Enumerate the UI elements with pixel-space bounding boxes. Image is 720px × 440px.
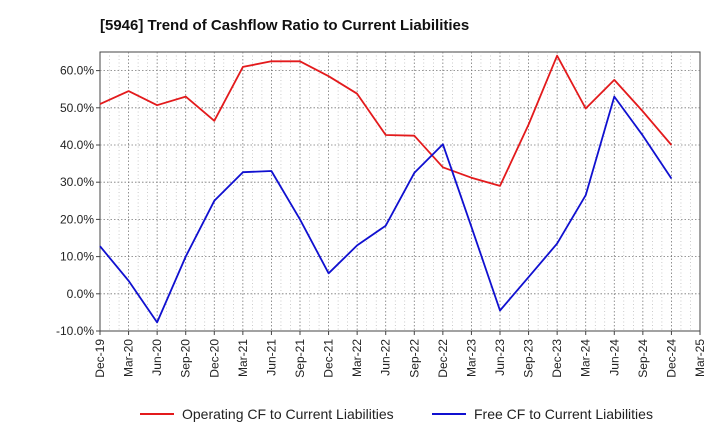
- legend-label: Operating CF to Current Liabilities: [182, 406, 394, 422]
- x-tick-label: Sep-22: [407, 339, 421, 378]
- x-tick-label: Dec-24: [664, 339, 678, 378]
- y-tick-label: -10.0%: [56, 324, 94, 338]
- x-tick-label: Dec-19: [93, 339, 107, 378]
- x-tick-label: Sep-24: [636, 339, 650, 378]
- legend-label: Free CF to Current Liabilities: [474, 406, 653, 422]
- y-tick-label: 10.0%: [60, 250, 94, 264]
- plot-area: [99, 51, 701, 332]
- y-tick-label: 60.0%: [60, 64, 94, 78]
- x-tick-label: Mar-24: [579, 339, 593, 377]
- x-tick-label: Mar-21: [236, 339, 250, 377]
- series-lines: [99, 54, 673, 324]
- x-tick-label: Dec-22: [436, 339, 450, 378]
- x-tick-label: Jun-21: [264, 339, 278, 376]
- x-tick-label: Sep-23: [522, 339, 536, 378]
- y-axis-ticks: -10.0% 0.0% 10.0% 20.0% 30.0% 40.0% 50.0% 60.0%: [56, 64, 100, 338]
- grid-lines: [100, 52, 700, 331]
- x-tick-label: Jun-24: [607, 339, 621, 376]
- x-axis-ticks: Dec-19 Mar-20 Jun-20 Sep-20 Dec-20 Mar-21 Jun-…: [93, 331, 707, 378]
- y-tick-label: 40.0%: [60, 138, 94, 152]
- y-tick-label: 0.0%: [67, 287, 95, 301]
- x-tick-label: Mar-22: [350, 339, 364, 377]
- x-tick-label: Sep-21: [293, 339, 307, 378]
- y-tick-label: 50.0%: [60, 101, 94, 115]
- x-tick-label: Mar-23: [464, 339, 478, 377]
- plot-frame: [99, 51, 701, 332]
- x-tick-label: Mar-25: [693, 339, 707, 377]
- chart-title: [5946] Trend of Cashflow Ratio to Curren…: [100, 17, 469, 34]
- x-tick-label: Dec-21: [322, 339, 336, 378]
- x-tick-label: Dec-23: [550, 339, 564, 378]
- x-tick-label: Mar-20: [122, 339, 136, 377]
- y-tick-label: 30.0%: [60, 175, 94, 189]
- x-tick-label: Jun-20: [150, 339, 164, 376]
- series-line-free-cf: [99, 95, 673, 324]
- x-tick-label: Jun-23: [493, 339, 507, 376]
- x-tick-label: Sep-20: [179, 339, 193, 378]
- x-tick-label: Jun-22: [379, 339, 393, 376]
- series-line-operating-cf: [99, 54, 673, 187]
- y-tick-label: 20.0%: [60, 212, 94, 226]
- x-tick-label: Dec-20: [207, 339, 221, 378]
- legend: Operating CF to Current Liabilities Free …: [140, 406, 653, 422]
